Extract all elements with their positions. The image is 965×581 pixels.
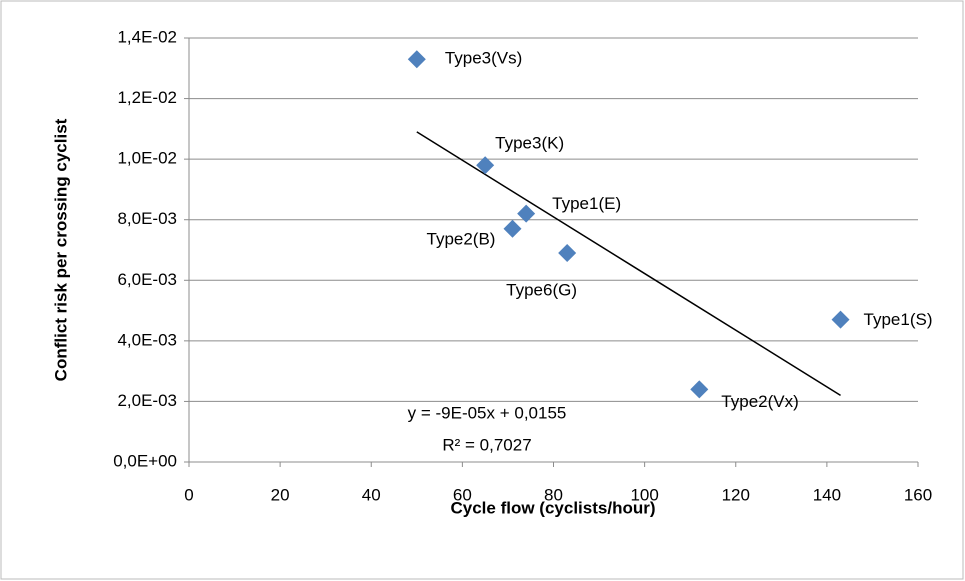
x-tick-label: 80 xyxy=(544,485,563,504)
x-tick-label: 120 xyxy=(722,485,750,504)
point-label: Type1(S) xyxy=(864,310,933,329)
point xyxy=(690,380,709,399)
point xyxy=(476,156,495,175)
x-axis-title: Cycle flow (cyclists/hour) xyxy=(451,498,656,517)
x-tick-label: 60 xyxy=(453,485,472,504)
y-tick-label: 1,2E-02 xyxy=(117,88,177,107)
y-tick-label: 2,0E-03 xyxy=(117,391,177,410)
x-tick-label: 20 xyxy=(271,485,290,504)
trendline xyxy=(416,131,841,397)
x-tick-label: 140 xyxy=(813,485,841,504)
point xyxy=(407,50,426,69)
x-tick-label: 100 xyxy=(630,485,658,504)
point-label: Type2(B) xyxy=(427,229,496,248)
y-tick-label: 6,0E-03 xyxy=(117,270,177,289)
y-axis-title: Conflict risk per crossing cyclist xyxy=(51,118,70,381)
point-label: Type3(Vs) xyxy=(445,49,522,68)
point-label: Type2(Vx) xyxy=(721,392,798,411)
point-label: Type1(E) xyxy=(552,194,621,213)
y-tick-label: 0,0E+00 xyxy=(113,451,177,470)
point-label: Type6(G) xyxy=(506,281,577,300)
point xyxy=(517,204,536,223)
y-tick-label: 4,0E-03 xyxy=(117,330,177,349)
point-label: Type3(K) xyxy=(495,134,564,153)
y-tick-label: 1,4E-02 xyxy=(117,27,177,46)
point xyxy=(831,310,850,329)
y-tick-label: 1,0E-02 xyxy=(117,149,177,168)
equation: y = -9E-05x + 0,0155 xyxy=(408,403,567,422)
y-tick-label: 8,0E-03 xyxy=(117,209,177,228)
x-tick-label: 0 xyxy=(184,485,193,504)
point xyxy=(558,244,577,263)
r-squared: R² = 0,7027 xyxy=(442,435,531,454)
point xyxy=(503,219,522,238)
x-tick-label: 40 xyxy=(362,485,381,504)
x-tick-label: 160 xyxy=(904,485,932,504)
